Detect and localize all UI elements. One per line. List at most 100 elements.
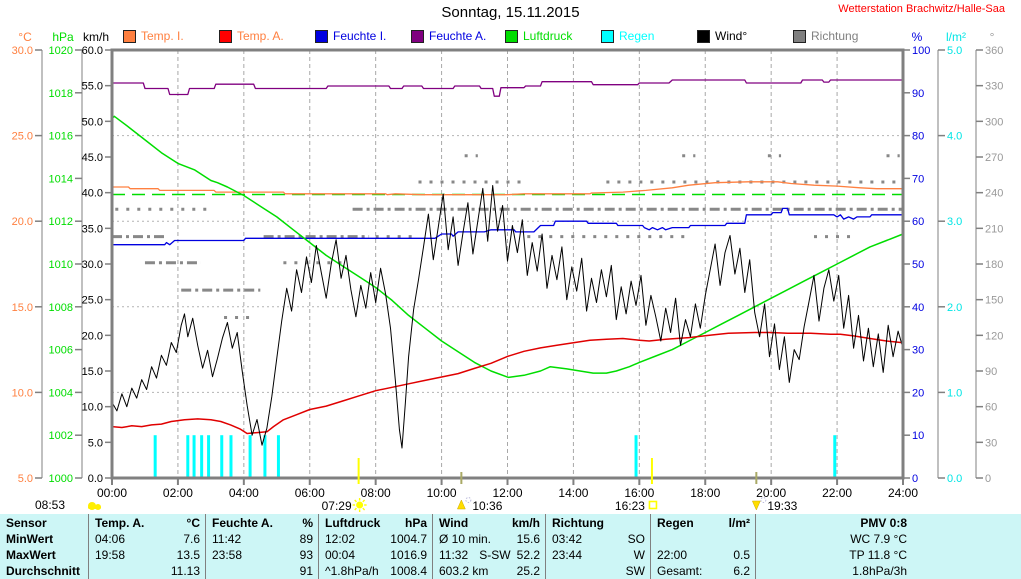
time-tick-label: 02:00 bbox=[163, 486, 193, 500]
cell-value: 1004.7 bbox=[390, 532, 427, 546]
cell-windchill: WC 7.9 °C bbox=[850, 532, 907, 546]
sun-moon-markers: 08:53 07:29 10:36 16:23 19:33 bbox=[35, 458, 798, 513]
time-tick-label: 22:00 bbox=[822, 486, 852, 500]
axis-unit-label: km/h bbox=[83, 30, 109, 44]
time-tick-label: 16:00 bbox=[624, 486, 654, 500]
cell-dewpoint: TP 11.8 °C bbox=[849, 548, 907, 562]
cell-value: SO bbox=[627, 532, 645, 546]
table-row: 91 bbox=[212, 563, 313, 579]
table-col-sensor: Sensor MinWert MaxWert Durchschnitt bbox=[0, 514, 88, 579]
time-tick-label: 12:00 bbox=[492, 486, 522, 500]
axis-unit-label: °C bbox=[18, 30, 32, 44]
axis-tick-label: 0 bbox=[912, 473, 918, 485]
axis-tick-label: 10.0 bbox=[82, 402, 103, 414]
moon-disc bbox=[465, 497, 472, 503]
axis-tick-label: 55.0 bbox=[82, 81, 103, 93]
cell-value: 89 bbox=[299, 532, 313, 546]
cell-value: 15.6 bbox=[516, 532, 540, 546]
moon-note-label: 08:53 bbox=[35, 498, 65, 512]
moonrise-icon bbox=[456, 497, 472, 510]
cell-time: 03:42 bbox=[552, 532, 583, 546]
cell-trend: ^1.8hPa/h bbox=[325, 564, 379, 578]
cell-time: 23:44 bbox=[552, 548, 583, 562]
col-unit: l/m² bbox=[728, 516, 750, 530]
series-feuchte_i-line bbox=[111, 207, 904, 246]
cell-time: 22:00 bbox=[657, 548, 688, 562]
axis-tick-label: 15.0 bbox=[12, 302, 33, 314]
cell-direction: S-SW bbox=[479, 548, 511, 562]
axis-tick-label: 35.0 bbox=[82, 223, 103, 235]
station-name: Wetterstation Brachwitz/Halle-Saa bbox=[838, 3, 1005, 15]
table-row: 00:04 1016.9 bbox=[325, 547, 427, 563]
axis-tick-label: 1002 bbox=[49, 430, 73, 442]
cell-value: 93 bbox=[299, 548, 313, 562]
table-row: 19:58 13.5 bbox=[95, 547, 200, 563]
cell-value: 13.5 bbox=[176, 548, 200, 562]
legend-label: Temp. A. bbox=[237, 29, 284, 43]
col-header: Regen bbox=[657, 516, 694, 530]
axis-tick-label: 60 bbox=[912, 216, 924, 228]
moon-event-label: 10:36 bbox=[472, 499, 502, 513]
sun-ray bbox=[362, 499, 366, 503]
table-col-richtung: Richtung 03:42 SO 23:44 W SW bbox=[545, 514, 650, 579]
cell-pressure-trend: 1.8hPa/3h bbox=[852, 564, 907, 578]
sun-core bbox=[356, 501, 364, 509]
cell-time: 00:04 bbox=[325, 548, 356, 562]
legend-swatch-icon bbox=[601, 29, 614, 43]
col-unit: hPa bbox=[404, 516, 427, 530]
axis-tick-label: 300 bbox=[985, 116, 1003, 128]
axis-tick-label: 25.0 bbox=[12, 131, 33, 143]
cell-value: 91 bbox=[299, 564, 313, 578]
legend-label: Regen bbox=[619, 29, 655, 43]
axis-tick-label: 1006 bbox=[49, 345, 73, 357]
legend-item-feuchte-a: Feuchte A. bbox=[411, 29, 486, 43]
cell-distance: 603.2 km bbox=[439, 564, 489, 578]
legend-item-feuchte-i: Feuchte I. bbox=[315, 29, 386, 43]
cell-value: 7.6 bbox=[183, 532, 200, 546]
axis-tick-label: 1012 bbox=[49, 216, 73, 228]
table-row: 04:06 7.6 bbox=[95, 531, 200, 547]
table-row: 22:00 0.5 bbox=[657, 547, 750, 563]
legend-item-luftdruck: Luftdruck bbox=[505, 29, 572, 43]
axis-tick-label: 1014 bbox=[49, 173, 73, 185]
table-col-luftdruck: Luftdruck hPa 12:02 1004.7 00:04 1016.9 ^1.… bbox=[318, 514, 432, 579]
col-header: Feuchte A. bbox=[212, 516, 273, 530]
axis-tick-label: 210 bbox=[985, 223, 1003, 235]
series-temp_a-line bbox=[111, 331, 904, 435]
table-col-temp-a: Temp. A. °C 04:06 7.6 19:58 13.5 11.13 bbox=[88, 514, 205, 579]
col-header: Luftdruck bbox=[325, 516, 381, 530]
legend-swatch-icon bbox=[123, 29, 136, 43]
axis-tick-label: 20.0 bbox=[12, 216, 33, 228]
weather-chart: °C5.010.015.020.025.030.0hPa100010021004… bbox=[12, 30, 1004, 513]
axis-rain: l/m² 0.0 1.0 2.0 3.0 4.0 5.0 bbox=[937, 30, 966, 485]
cell-time: 11:42 bbox=[212, 532, 242, 546]
axis-celsius: °C 5.0 10.0 15.0 20.0 25.0 30.0 bbox=[12, 30, 43, 485]
axis-tick-label: 120 bbox=[985, 330, 1003, 342]
axis-deg: ° 0 30 60 90 120 150 180 210 240 270 300 330 360 bbox=[975, 30, 1003, 485]
table-row: TP 11.8 °C bbox=[762, 547, 907, 563]
axis-tick-label: 70 bbox=[912, 173, 924, 185]
axis-tick-label: 0 bbox=[985, 473, 991, 485]
time-tick-label: 18:00 bbox=[690, 486, 720, 500]
series-luftdruck-line bbox=[111, 115, 904, 379]
axis-tick-label: 10 bbox=[912, 430, 924, 442]
time-tick-label: 08:00 bbox=[361, 486, 391, 500]
chart-plot bbox=[110, 48, 905, 480]
cell-value: SW bbox=[625, 564, 645, 578]
col-unit: km/h bbox=[511, 516, 540, 530]
axis-tick-label: 330 bbox=[985, 81, 1003, 93]
axis-tick-label: 1000 bbox=[49, 473, 73, 485]
axis-tick-label: 1016 bbox=[49, 131, 73, 143]
sun-ray bbox=[362, 507, 366, 511]
axis-tick-label: 360 bbox=[985, 45, 1003, 57]
table-col-feuchte-a: Feuchte A.% 11:42 89 23:58 93 91 bbox=[205, 514, 318, 579]
moon-arrow bbox=[456, 499, 466, 510]
series-regen-bars bbox=[153, 435, 837, 477]
axis-tick-label: 5.0 bbox=[88, 437, 103, 449]
axis-tick-label: 60.0 bbox=[82, 45, 103, 57]
cell-total-label: Gesamt: bbox=[657, 564, 703, 578]
chart-legend: Temp. I. Temp. A. Feuchte I. Feuchte A. Luft… bbox=[0, 29, 1021, 45]
cell-time: 04:06 bbox=[95, 532, 126, 546]
time-tick-label: 04:00 bbox=[229, 486, 259, 500]
moon-arrow bbox=[751, 500, 761, 511]
